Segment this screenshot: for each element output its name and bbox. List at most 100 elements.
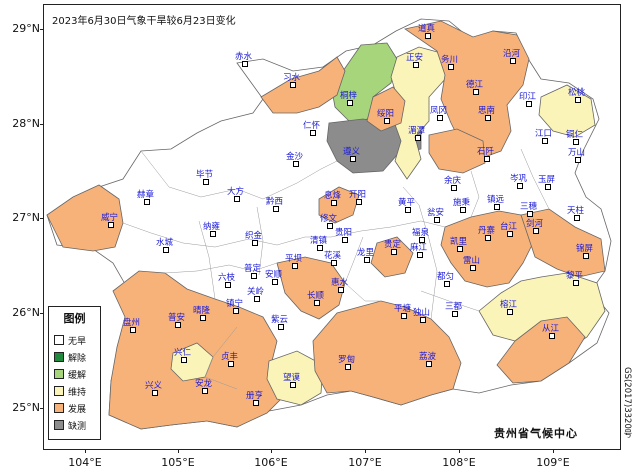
- city-label: 桐梓: [340, 91, 358, 101]
- city-label: 遵义: [343, 147, 361, 157]
- station-dot: [470, 265, 476, 271]
- station-dot: [233, 308, 239, 314]
- lon-label-106: 106°E: [254, 456, 288, 469]
- lat-tick: [40, 408, 43, 409]
- station-dot: [108, 222, 114, 228]
- city-label: 黎平: [566, 271, 584, 281]
- lat-label-28: 28°N: [12, 117, 40, 130]
- city-label: 六枝: [218, 273, 236, 283]
- legend-swatch: [54, 386, 64, 396]
- city-label: 湄潭: [408, 126, 426, 136]
- station-dot: [426, 361, 432, 367]
- city-label: 黄平: [398, 198, 416, 208]
- station-dot: [163, 247, 169, 253]
- lon-label-104: 104°E: [68, 456, 102, 469]
- station-dot: [425, 33, 431, 39]
- lon-label-105: 105°E: [161, 456, 195, 469]
- city-label: 修文: [320, 214, 338, 224]
- lat-label-26: 26°N: [12, 306, 40, 319]
- station-dot: [434, 217, 440, 223]
- region-develop-congjiang: [496, 316, 586, 384]
- city-label: 施秉: [453, 198, 471, 208]
- region-develop-jinping: [520, 208, 606, 278]
- city-label: 贞丰: [221, 352, 239, 362]
- city-label: 荔波: [419, 352, 437, 362]
- station-dot: [405, 207, 411, 213]
- station-dot: [278, 324, 284, 330]
- city-label: 紫云: [271, 315, 289, 325]
- city-label: 水城: [156, 238, 174, 248]
- station-dot: [350, 156, 356, 162]
- region-maintain-songtao: [538, 84, 596, 138]
- station-dot: [342, 237, 348, 243]
- city-label: 余庆: [444, 176, 462, 186]
- station-dot: [575, 97, 581, 103]
- legend-swatch: [54, 352, 64, 362]
- city-label: 务川: [441, 55, 459, 65]
- city-label: 凯里: [450, 237, 468, 247]
- city-label: 赤水: [235, 52, 253, 62]
- station-dot: [356, 199, 362, 205]
- station-dot: [317, 245, 323, 251]
- region-develop-kaili: [440, 210, 536, 288]
- city-label: 道真: [418, 24, 436, 34]
- station-dot: [391, 249, 397, 255]
- station-dot: [175, 322, 181, 328]
- city-label: 江口: [535, 129, 553, 139]
- city-label: 印江: [519, 92, 537, 102]
- station-dot: [448, 64, 454, 70]
- station-dot: [272, 279, 278, 285]
- city-label: 贵定: [384, 240, 402, 250]
- legend-swatch: [54, 369, 64, 379]
- station-dot: [254, 296, 260, 302]
- city-label: 三都: [445, 302, 463, 312]
- station-dot: [203, 179, 209, 185]
- station-dot: [451, 185, 457, 191]
- lat-tick: [40, 124, 43, 125]
- legend-swatch: [54, 420, 64, 430]
- lon-label-108: 108°E: [442, 456, 476, 469]
- region-develop-northeast: [404, 20, 530, 160]
- city-label: 清镇: [310, 236, 328, 246]
- legend: 图例 无旱 解除 缓解 维持 发展 缺测: [48, 306, 101, 440]
- city-label: 兴仁: [174, 348, 192, 358]
- city-label: 纳雍: [203, 222, 221, 232]
- lat-tick: [40, 313, 43, 314]
- city-label: 普定: [244, 264, 262, 274]
- station-dot: [234, 196, 240, 202]
- station-dot: [225, 282, 231, 288]
- station-dot: [549, 333, 555, 339]
- city-label: 平坝: [285, 254, 303, 264]
- station-dot: [484, 156, 490, 162]
- station-dot: [181, 357, 187, 363]
- station-dot: [228, 361, 234, 367]
- station-dot: [420, 317, 426, 323]
- station-dot: [338, 287, 344, 293]
- station-dot: [545, 184, 551, 190]
- city-label: 玉屏: [538, 175, 556, 185]
- station-dot: [542, 138, 548, 144]
- city-label: 台江: [500, 222, 518, 232]
- legend-label: 维持: [68, 388, 87, 398]
- city-label: 榕江: [500, 300, 518, 310]
- map-approval-number: GS(2017)3320号: [622, 367, 632, 438]
- legend-label: 解除: [68, 354, 87, 364]
- lon-label-107: 107°E: [348, 456, 382, 469]
- station-dot: [293, 161, 299, 167]
- station-dot: [485, 115, 491, 121]
- city-label: 镇远: [487, 195, 505, 205]
- station-dot: [152, 390, 158, 396]
- lon-tick: [365, 450, 366, 453]
- station-dot: [310, 130, 316, 136]
- station-dot: [473, 89, 479, 95]
- legend-label: 发展: [68, 405, 87, 415]
- city-label: 兴义: [145, 381, 163, 391]
- station-dot: [419, 237, 425, 243]
- city-label: 金沙: [286, 152, 304, 162]
- station-dot: [202, 388, 208, 394]
- station-dot: [507, 309, 513, 315]
- city-label: 晴隆: [193, 306, 211, 316]
- station-dot: [527, 211, 533, 217]
- city-label: 黔西: [266, 197, 284, 207]
